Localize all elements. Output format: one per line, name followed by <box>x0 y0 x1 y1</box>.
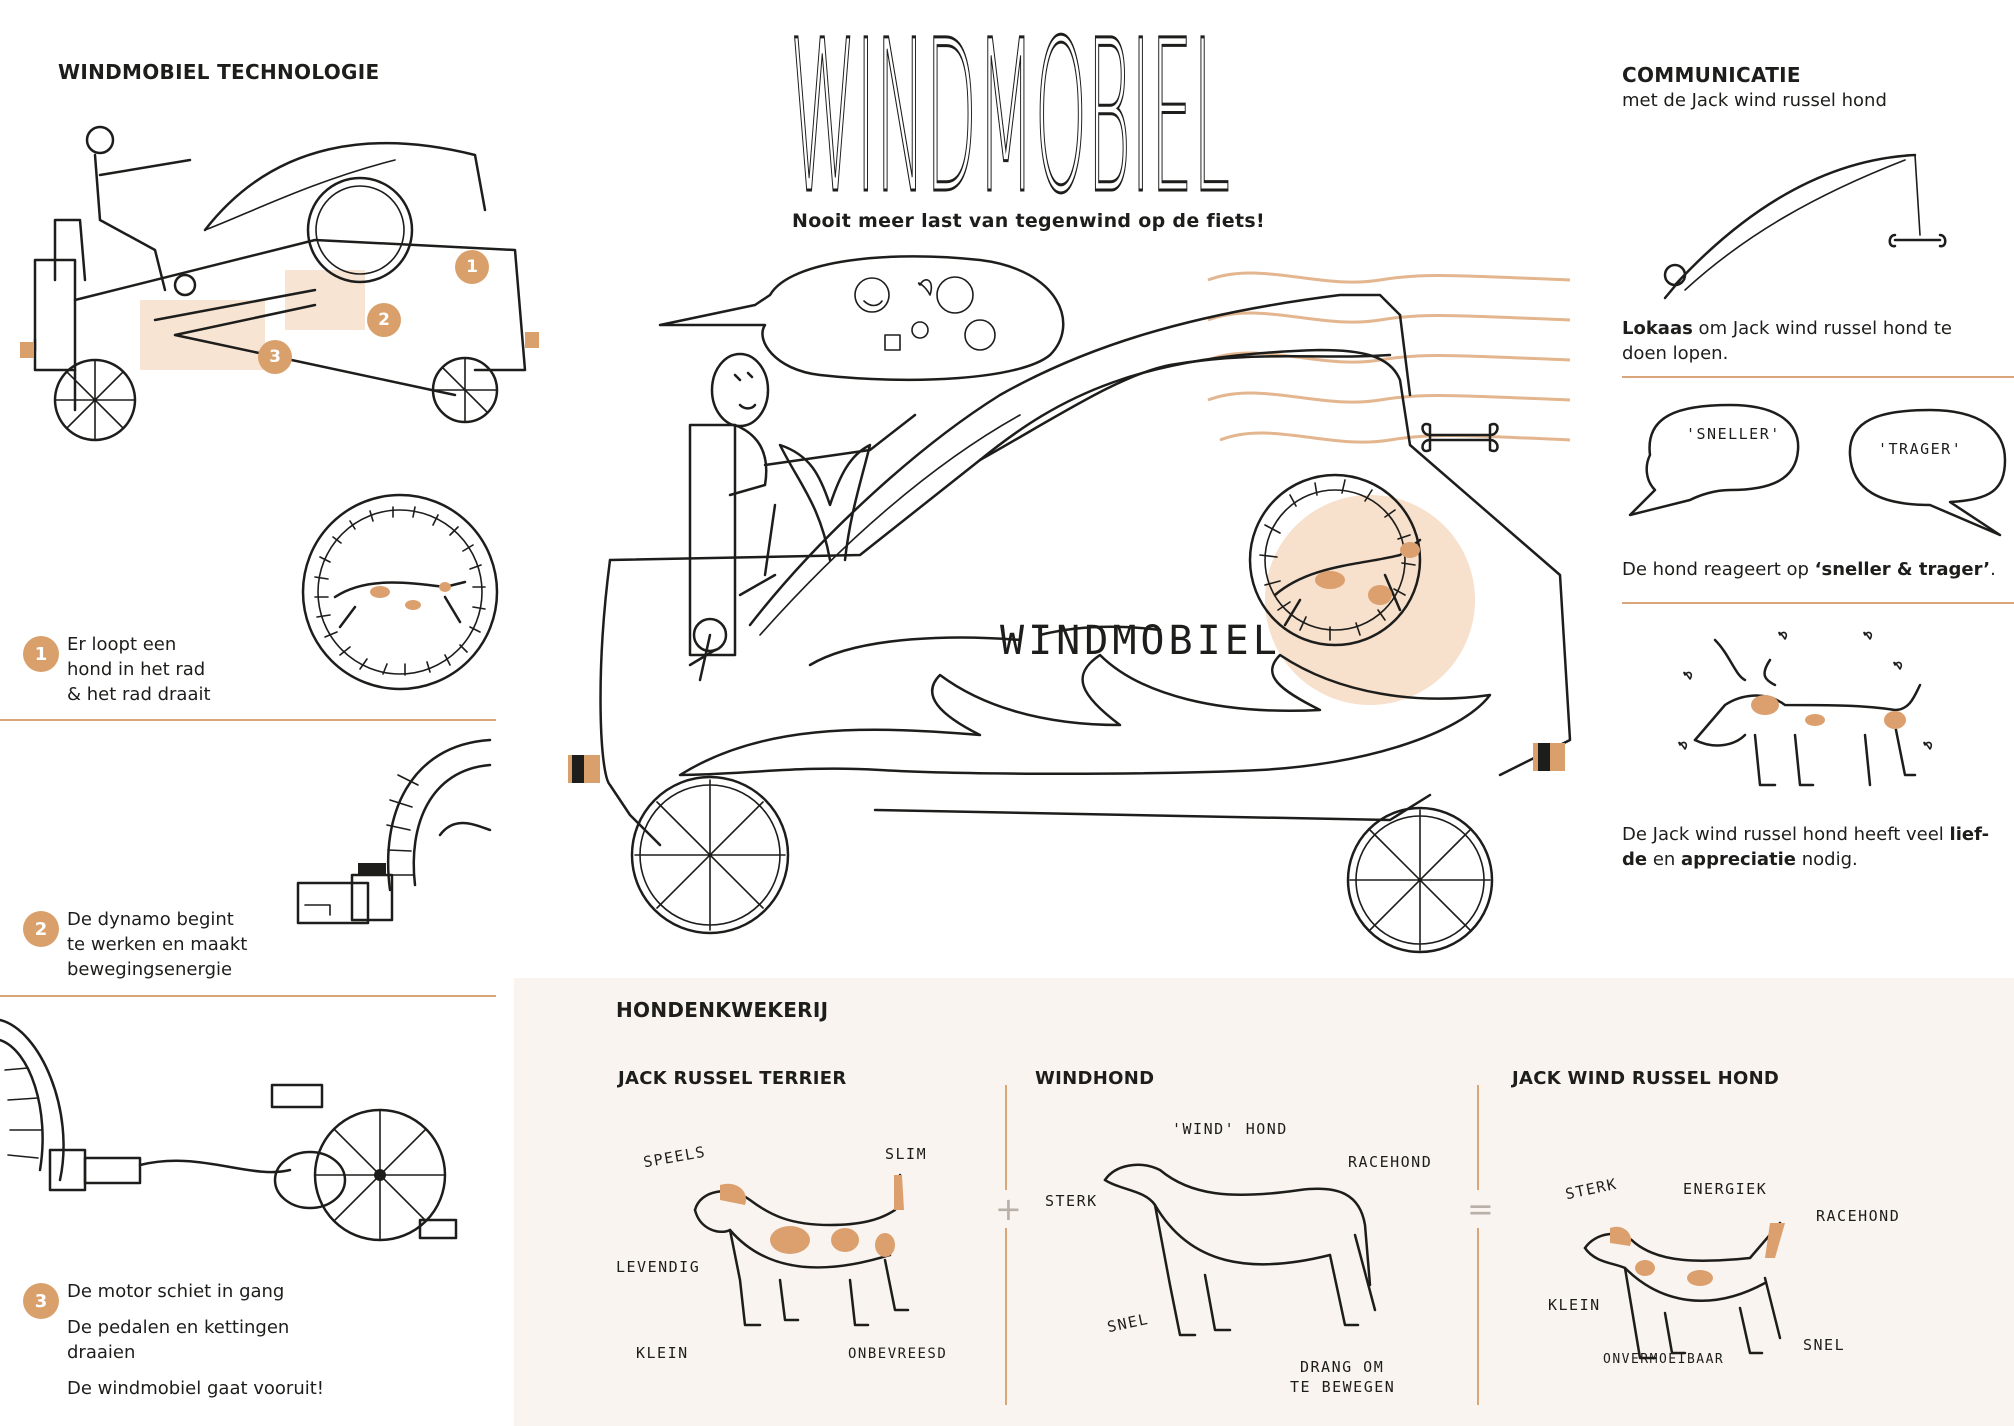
windmobiel-car-illustration <box>568 255 1572 954</box>
step-1-text: Er loopt een hond in het rad & het rad d… <box>67 634 211 705</box>
breed-divider-2 <box>1477 1085 1479 1405</box>
breed-divider-1 <box>1005 1085 1007 1405</box>
communicatie-heading: COMMUNICATIE <box>1622 63 1801 87</box>
breed-3-title: JACK WIND RUSSEL HOND <box>1512 1068 1780 1089</box>
step-1-number: 1 <box>23 636 59 672</box>
divider-right-2 <box>1622 602 2014 604</box>
windhond-sketch <box>1103 1163 1377 1337</box>
reageert-text: De hond reageert op ‘sneller & trager’. <box>1622 559 1996 580</box>
dynamo-sketch <box>296 738 492 925</box>
label-onbevreesd: ONBEVREESD <box>848 1346 948 1362</box>
lokaas-text: Lokaas om Jack wind russel hond te doen … <box>1622 318 1952 364</box>
jack-wind-russel-hond-sketch <box>1583 1221 1785 1360</box>
label-drang-line1: DRANG OM <box>1300 1358 1385 1376</box>
jack-russel-terrier-sketch <box>693 1173 910 1327</box>
car-body-label: WINDMOBIEL <box>1000 618 1281 664</box>
label-energiek: ENERGIEK <box>1683 1180 1768 1198</box>
divider-2 <box>0 995 496 997</box>
tagline: Nooit meer last van tegenwind op de fiet… <box>792 210 1265 232</box>
svg-text:WINDMOBIEL: WINDMOBIEL <box>790 0 1230 240</box>
marker-1: 1 <box>455 250 489 284</box>
marker-2: 2 <box>367 303 401 337</box>
page-title: WINDMOBIEL <box>785 0 1235 242</box>
wheel-with-dog-sketch <box>301 493 499 691</box>
motor-sketch <box>0 1018 458 1242</box>
step-3-text: De motor schiet in gang De pedalen en ke… <box>67 1281 325 1399</box>
plus-sign: + <box>992 1190 1025 1228</box>
equals-sign: = <box>1464 1190 1497 1228</box>
step-3-number: 3 <box>23 1283 59 1319</box>
step-2-text: De dynamo begint te werken en maakt bewe… <box>67 909 248 980</box>
label-slim: SLIM <box>885 1145 928 1163</box>
bubble-trager: 'TRAGER' <box>1878 440 1963 458</box>
label-racehond-3: RACEHOND <box>1816 1207 1901 1225</box>
happy-dog-sketch <box>1678 631 1933 787</box>
title-lettering: WINDMOBIEL <box>789 0 1232 242</box>
communicatie-subheading: met de Jack wind russel hond <box>1622 90 1887 111</box>
label-snel-3: SNEL <box>1803 1336 1846 1354</box>
label-racehond-2: RACEHOND <box>1348 1153 1433 1171</box>
label-klein: KLEIN <box>636 1344 689 1362</box>
breed-1-title: JACK RUSSEL TERRIER <box>618 1068 847 1089</box>
bubble-sneller: 'SNELLER' <box>1686 425 1781 443</box>
label-sterk-2: STERK <box>1045 1192 1098 1210</box>
label-wind-hond: 'WIND' HOND <box>1172 1120 1288 1138</box>
hondenkwekerij-heading: HONDENKWEKERIJ <box>616 998 829 1022</box>
divider-1 <box>0 719 496 721</box>
label-drang-line2: TE BEWEGEN <box>1290 1378 1396 1396</box>
step-2-number: 2 <box>23 911 59 947</box>
liefde-text: De Jack wind russel hond heeft veel lief… <box>1622 824 1990 870</box>
hondenkwekerij-panel <box>514 978 2014 1426</box>
fishing-rod-lure-sketch <box>1663 153 1947 300</box>
label-levendig: LEVENDIG <box>616 1258 701 1276</box>
label-klein-3: KLEIN <box>1548 1296 1601 1314</box>
speech-bubbles-sketch <box>1628 403 2007 537</box>
small-car-sketch <box>20 125 539 442</box>
breed-2-title: WINDHOND <box>1035 1068 1155 1089</box>
label-onvermoeibaar: ONVERMOEIBAAR <box>1603 1352 1725 1367</box>
divider-right-1 <box>1622 376 2014 378</box>
technologie-heading: WINDMOBIEL TECHNOLOGIE <box>58 60 380 84</box>
marker-3: 3 <box>258 340 292 374</box>
